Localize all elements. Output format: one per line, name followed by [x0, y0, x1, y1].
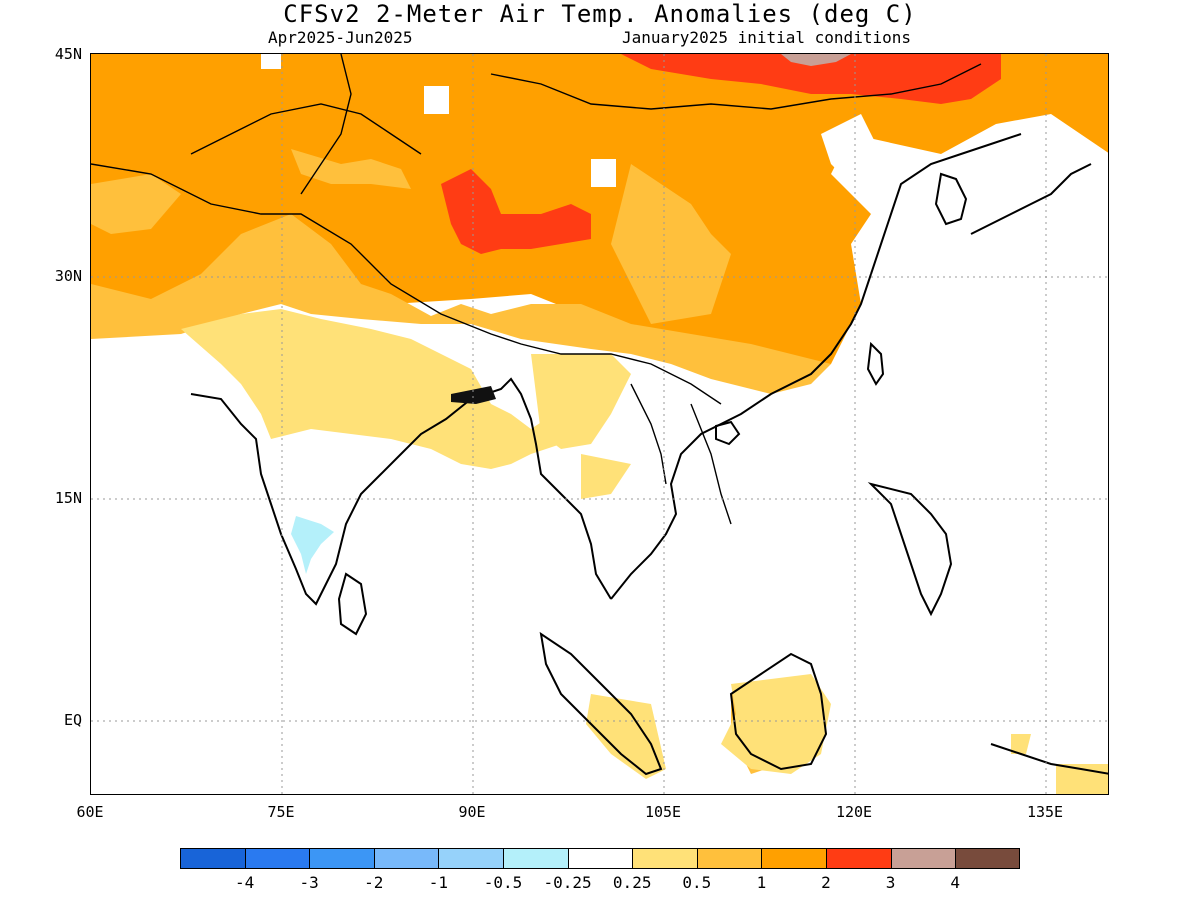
- lat-label-45n: 45N: [54, 45, 82, 63]
- colorbar-swatch: [890, 848, 956, 869]
- coastline-philippines: [867, 482, 953, 617]
- coastline-sumatra: [539, 631, 663, 776]
- anomaly-region-2-3: [441, 169, 591, 254]
- country-borders: [91, 54, 982, 525]
- anomaly-region-1-2: [91, 54, 1108, 384]
- anomaly-map: [90, 53, 1109, 795]
- lon-label-75e: 75E: [267, 803, 295, 821]
- colorbar: [180, 848, 1020, 869]
- coastline-ganges-delta: [451, 386, 496, 404]
- missing-data: [591, 159, 616, 187]
- colorbar-swatch: [955, 848, 1020, 869]
- colorbar-swatch: [632, 848, 697, 869]
- colorbar-swatch: [244, 848, 310, 869]
- forecast-period: Apr2025-Jun2025: [268, 28, 413, 47]
- anomaly-region-3-4: [781, 54, 851, 66]
- colorbar-tick-label: 1: [756, 873, 767, 892]
- coastline-korea: [934, 172, 968, 226]
- coastline-sri-lanka: [337, 572, 368, 636]
- anomaly-region-neg-0.5-neg-0.25: [291, 516, 334, 574]
- coastline-new-guinea: [990, 743, 1108, 775]
- colorbar-tick-label: -1: [428, 873, 449, 892]
- missing-data: [821, 114, 881, 184]
- colorbar-tick-label: -0.5: [483, 873, 523, 892]
- colorbar-swatch: [696, 848, 762, 869]
- chart-title: CFSv2 2-Meter Air Temp. Anomalies (deg C…: [283, 0, 917, 28]
- colorbar-swatch: [503, 848, 568, 869]
- coastline-hainan: [715, 420, 741, 446]
- colorbar-swatch: [761, 848, 826, 869]
- anomaly-region-0.25-0.5: [181, 309, 611, 469]
- lon-label-90e: 90E: [458, 803, 486, 821]
- coastline-japan: [970, 163, 1092, 235]
- colorbar-tick-label: 0.5: [682, 873, 712, 892]
- lon-label-60e: 60E: [76, 803, 104, 821]
- lat-label-eq: EQ: [63, 711, 82, 729]
- gridlines: [91, 54, 1108, 794]
- anomaly-region-0.5-1: [291, 149, 411, 189]
- colorbar-swatch: [373, 848, 439, 869]
- colorbar-swatch: [438, 848, 503, 869]
- coastline-china-east: [870, 133, 1022, 275]
- anomaly-region-0.25-0.5: [531, 354, 631, 449]
- lon-label-120e: 120E: [835, 803, 873, 821]
- coastline-bay-bengal: [470, 377, 612, 600]
- colorbar-tick-label: -0.25: [543, 873, 592, 892]
- colorbar-tick-label: 4: [950, 873, 960, 892]
- lat-label-30n: 30N: [54, 267, 82, 285]
- lon-label-105e: 105E: [644, 803, 682, 821]
- lat-label-15n: 15N: [54, 489, 82, 507]
- anomaly-region-0.5-1: [91, 214, 831, 394]
- anomaly-region-0.25-0.5: [586, 694, 666, 779]
- coastline-taiwan: [866, 341, 885, 386]
- colorbar-swatch: [826, 848, 891, 869]
- colorbar-tick-label: -4: [234, 873, 255, 892]
- colorbar-tick-label: -2: [364, 873, 384, 892]
- anomaly-region-0.25-0.5: [581, 454, 631, 499]
- colorbar-tick-label: 2: [821, 873, 831, 892]
- lon-label-135e: 135E: [1026, 803, 1064, 821]
- colorbar-swatch: [309, 848, 374, 869]
- colorbar-swatch: [567, 848, 633, 869]
- coastline-borneo: [729, 652, 828, 771]
- colorbar-tick-label: 3: [885, 873, 896, 892]
- anomaly-region-0.25-0.5: [721, 674, 831, 774]
- anomaly-region-0.5-1: [611, 164, 731, 324]
- missing-data: [261, 54, 281, 69]
- colorbar-tick-label: 0.25: [612, 873, 652, 892]
- colorbar-tick-label: -3: [299, 873, 319, 892]
- anomaly-region-0.5-1: [91, 174, 181, 234]
- colorbar-swatch: [180, 848, 245, 869]
- anomaly-region-0.25-0.5: [1011, 734, 1031, 754]
- coastline-india: [190, 393, 472, 606]
- initial-conditions: January2025 initial conditions: [622, 28, 911, 47]
- missing-data: [424, 86, 449, 114]
